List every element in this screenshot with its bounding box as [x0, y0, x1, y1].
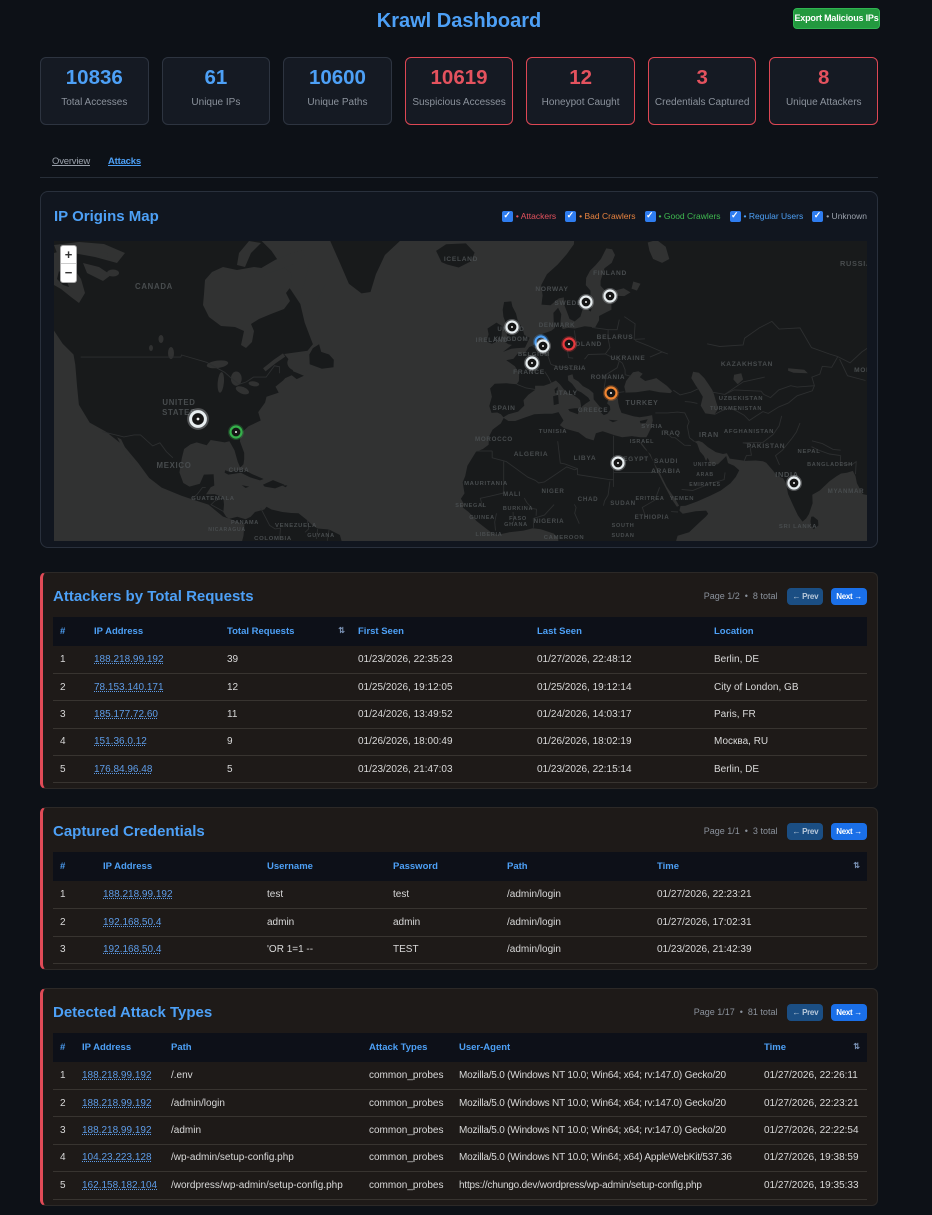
svg-text:ETHIOPIA: ETHIOPIA: [635, 514, 670, 521]
svg-text:NEPAL: NEPAL: [797, 449, 820, 455]
svg-text:NICARAGUA: NICARAGUA: [208, 527, 245, 533]
svg-text:KINGDOM: KINGDOM: [494, 336, 529, 343]
svg-text:NIGER: NIGER: [541, 488, 564, 495]
svg-text:BURKINA: BURKINA: [503, 506, 533, 512]
svg-text:LIBYA: LIBYA: [574, 455, 597, 462]
svg-text:RUSSIA: RUSSIA: [840, 259, 867, 268]
svg-text:ERITREA: ERITREA: [635, 496, 664, 502]
svg-text:MALI: MALI: [503, 491, 521, 498]
svg-text:MEXICO: MEXICO: [157, 461, 192, 470]
svg-text:GUYANA: GUYANA: [307, 533, 335, 539]
svg-text:PAKISTAN: PAKISTAN: [747, 443, 785, 450]
svg-text:KAZAKHSTAN: KAZAKHSTAN: [721, 361, 773, 368]
svg-text:EMIRATES: EMIRATES: [689, 482, 721, 488]
svg-text:TURKMENISTAN: TURKMENISTAN: [710, 406, 762, 412]
svg-text:ISRAEL: ISRAEL: [630, 439, 654, 445]
svg-text:MYANMAR: MYANMAR: [828, 488, 865, 495]
svg-text:UNITED: UNITED: [162, 398, 195, 407]
svg-text:DENMARK: DENMARK: [539, 322, 576, 329]
svg-text:UKRAINE: UKRAINE: [611, 355, 646, 362]
svg-text:MAURITANIA: MAURITANIA: [464, 481, 508, 487]
svg-text:BELGIUM: BELGIUM: [518, 352, 550, 358]
svg-text:NIGERIA: NIGERIA: [534, 518, 565, 525]
svg-text:SUDAN: SUDAN: [611, 533, 634, 539]
svg-text:SYRIA: SYRIA: [641, 424, 663, 430]
svg-text:IRAQ: IRAQ: [661, 430, 680, 437]
svg-text:FASO: FASO: [509, 516, 527, 522]
svg-text:IRAN: IRAN: [699, 432, 719, 439]
svg-text:ARAB: ARAB: [696, 472, 714, 478]
svg-text:CHAD: CHAD: [578, 496, 599, 503]
svg-text:UZBEKISTAN: UZBEKISTAN: [719, 396, 764, 402]
svg-text:MONGOLIA: MONGOLIA: [854, 367, 867, 374]
svg-text:UNITED: UNITED: [693, 462, 716, 468]
svg-text:ARABIA: ARABIA: [651, 468, 681, 475]
svg-text:IRELAND: IRELAND: [476, 337, 508, 344]
svg-text:YEMEN: YEMEN: [670, 496, 694, 502]
svg-text:NORWAY: NORWAY: [535, 286, 568, 293]
svg-text:COLOMBIA: COLOMBIA: [254, 536, 292, 541]
svg-text:SUDAN: SUDAN: [610, 500, 636, 507]
svg-text:CAMEROON: CAMEROON: [544, 535, 585, 541]
svg-text:SENEGAL: SENEGAL: [455, 503, 487, 509]
svg-text:BELARUS: BELARUS: [597, 334, 634, 341]
svg-text:FRANCE: FRANCE: [513, 369, 545, 376]
svg-text:SWEDEN: SWEDEN: [554, 300, 587, 307]
svg-text:MOROCCO: MOROCCO: [475, 436, 513, 443]
svg-text:GUATEMALA: GUATEMALA: [191, 496, 235, 502]
svg-text:FINLAND: FINLAND: [593, 270, 627, 277]
svg-text:AFGHANISTAN: AFGHANISTAN: [724, 429, 774, 435]
svg-text:POLAND: POLAND: [570, 341, 602, 348]
svg-text:PANAMA: PANAMA: [231, 520, 259, 526]
svg-text:EGYPT: EGYPT: [623, 456, 649, 463]
svg-text:AUSTRIA: AUSTRIA: [554, 365, 586, 372]
svg-text:CUBA: CUBA: [229, 467, 250, 474]
svg-text:SRI LANKA: SRI LANKA: [779, 524, 817, 530]
svg-text:BANGLADESH: BANGLADESH: [807, 462, 853, 468]
svg-text:GREECE: GREECE: [578, 407, 608, 414]
svg-text:GUINEA: GUINEA: [469, 515, 495, 521]
svg-text:ITALY: ITALY: [556, 390, 577, 397]
svg-text:SAUDI: SAUDI: [654, 458, 678, 465]
svg-text:ROMANIA: ROMANIA: [591, 374, 625, 381]
svg-text:CANADA: CANADA: [135, 282, 173, 291]
svg-text:GHANA: GHANA: [504, 522, 528, 528]
svg-text:VENEZUELA: VENEZUELA: [275, 523, 317, 529]
svg-text:STATES: STATES: [162, 408, 196, 417]
svg-text:TURKEY: TURKEY: [626, 400, 659, 407]
svg-text:ICELAND: ICELAND: [444, 256, 478, 263]
svg-text:LIBERIA: LIBERIA: [476, 532, 503, 538]
svg-text:TUNISIA: TUNISIA: [539, 429, 568, 435]
svg-text:INDIA: INDIA: [775, 470, 799, 479]
svg-text:SPAIN: SPAIN: [492, 405, 515, 412]
svg-text:SOUTH: SOUTH: [612, 523, 635, 529]
svg-text:ALGERIA: ALGERIA: [514, 451, 549, 458]
